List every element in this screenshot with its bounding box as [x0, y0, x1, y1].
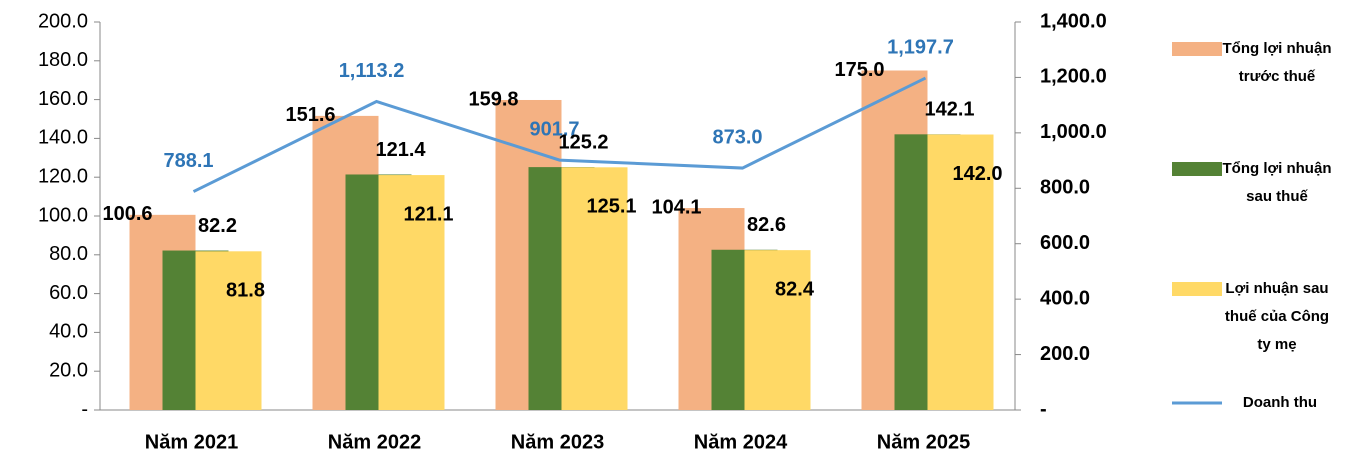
x-tick-label: Năm 2025 — [877, 431, 970, 453]
data-label: 1,113.2 — [339, 60, 405, 82]
y-tick-label: - — [81, 398, 88, 420]
legend-swatch — [1172, 42, 1222, 56]
y-tick-label: 140.0 — [38, 127, 88, 149]
data-label: 121.1 — [403, 203, 453, 225]
y2-tick-label: - — [1040, 398, 1047, 420]
y-tick-label: 200.0 — [38, 10, 88, 32]
y2-tick-label: 400.0 — [1040, 287, 1090, 309]
legend-label: Tổng lợi nhuận sau thuế — [1222, 160, 1332, 205]
y-tick-label: 180.0 — [38, 49, 88, 71]
legend-label: Doanh thu — [1242, 394, 1318, 411]
data-label: 901.7 — [529, 118, 579, 140]
data-label: 104.1 — [651, 196, 701, 218]
data-label: 125.2 — [558, 131, 608, 153]
legend-swatch — [1172, 282, 1222, 296]
data-label: 82.6 — [747, 214, 786, 236]
x-tick-label: Năm 2023 — [511, 431, 604, 453]
data-label: 151.6 — [285, 104, 335, 126]
data-label: 142.1 — [924, 99, 974, 121]
y2-tick-label: 200.0 — [1040, 343, 1090, 365]
data-label: 142.0 — [952, 163, 1002, 185]
y-tick-label: 60.0 — [49, 282, 88, 304]
legend-label: Tổng lợi nhuận trước thuế — [1222, 40, 1332, 85]
y-tick-label: 40.0 — [49, 321, 88, 343]
bar — [927, 134, 994, 410]
y2-tick-label: 800.0 — [1040, 177, 1090, 199]
data-label: 100.6 — [102, 203, 152, 225]
data-label: 175.0 — [834, 59, 884, 81]
data-label: 121.4 — [375, 139, 426, 161]
y-tick-label: 120.0 — [38, 165, 88, 187]
data-label: 788.1 — [163, 150, 213, 172]
legend-swatch — [1172, 162, 1222, 176]
data-label: 1,197.7 — [887, 36, 954, 58]
y2-tick-label: 600.0 — [1040, 232, 1090, 254]
y-tick-label: 160.0 — [38, 88, 88, 110]
data-label: 81.8 — [226, 280, 265, 302]
data-label: 159.8 — [468, 88, 518, 110]
y-tick-label: 80.0 — [49, 243, 88, 265]
data-label: 82.4 — [775, 278, 815, 300]
legend-label: Lợi nhuận sau thuế của Công ty mẹ — [1224, 280, 1330, 353]
x-tick-label: Năm 2021 — [145, 431, 238, 453]
y2-tick-label: 1,200.0 — [1040, 66, 1107, 88]
y2-tick-label: 1,000.0 — [1040, 121, 1107, 143]
bar — [378, 175, 445, 410]
bar — [561, 167, 628, 410]
x-tick-label: Năm 2022 — [328, 431, 421, 453]
data-label: 82.2 — [198, 215, 237, 237]
y-tick-label: 20.0 — [49, 359, 88, 381]
data-label: 125.1 — [586, 196, 636, 218]
bar — [195, 251, 262, 410]
bar — [744, 250, 811, 410]
y2-tick-label: 1,400.0 — [1040, 10, 1107, 32]
x-tick-label: Năm 2024 — [694, 431, 788, 453]
y-tick-label: 100.0 — [38, 204, 88, 226]
line — [192, 76, 927, 193]
data-label: 873.0 — [712, 126, 762, 148]
